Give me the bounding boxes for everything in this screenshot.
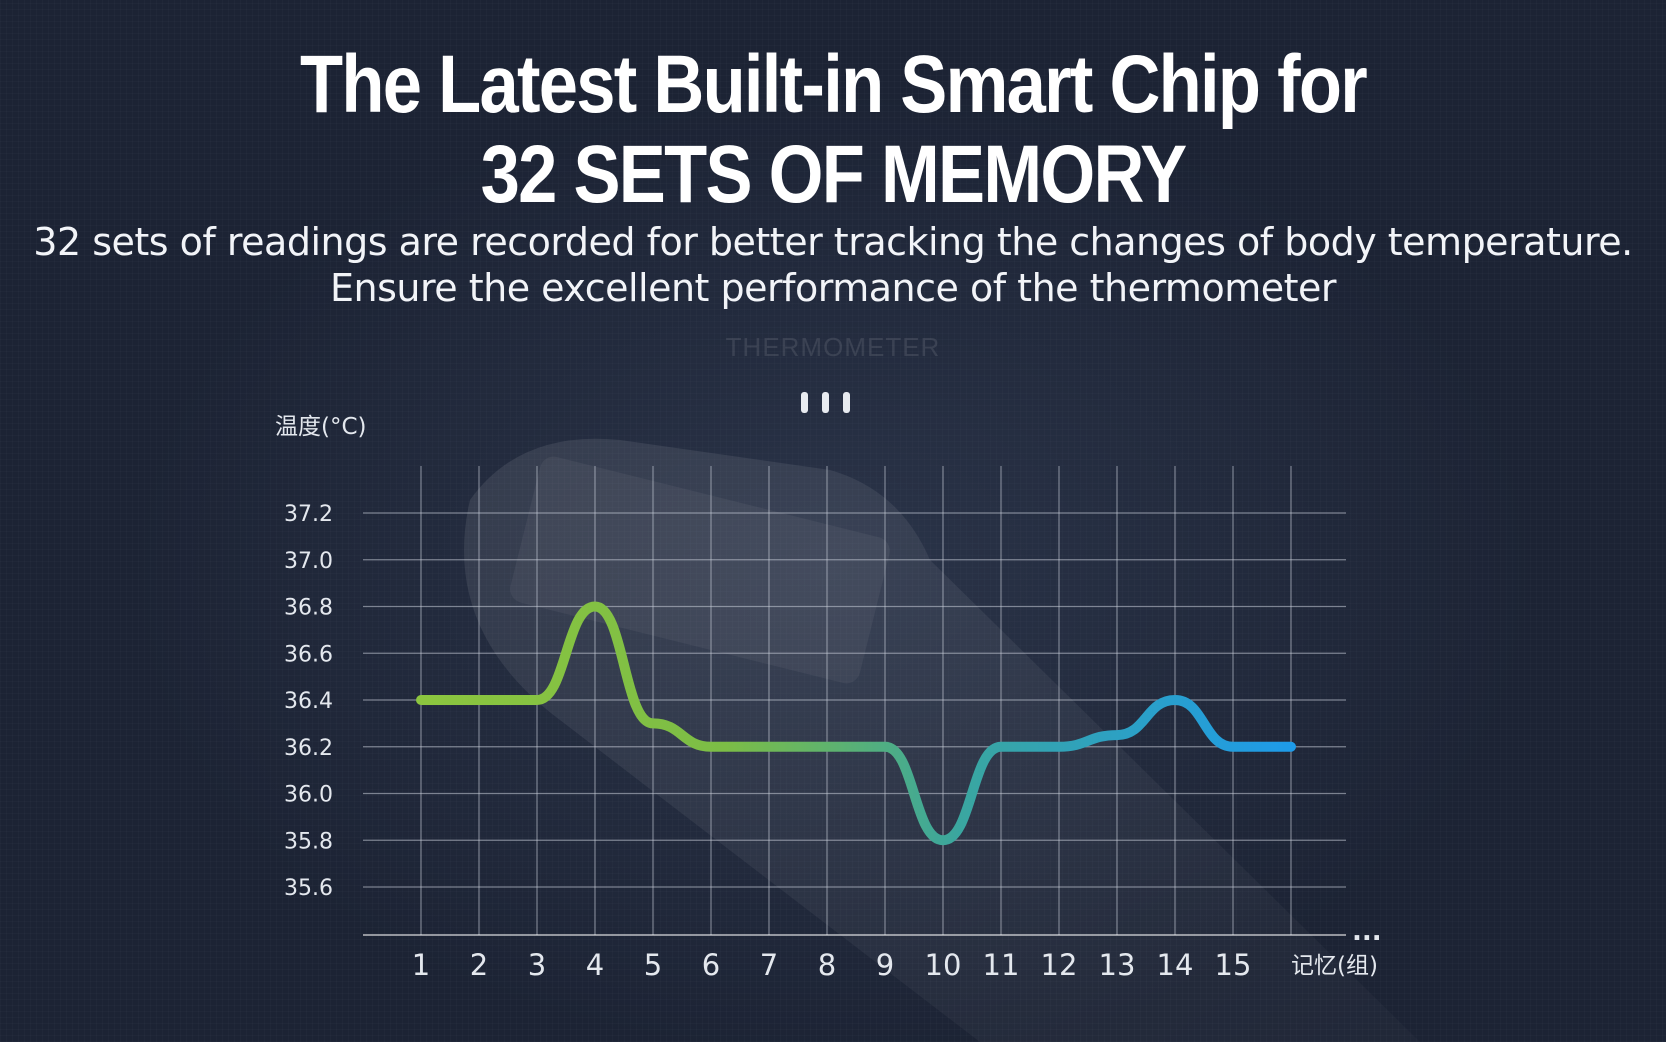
headline-line-1: The Latest Built-in Smart Chip for [300, 39, 1368, 130]
y-tick-label: 37.2 [284, 502, 333, 527]
background-watermark-text: THERMOMETER [725, 332, 941, 362]
x-tick-label: 8 [818, 948, 836, 982]
x-tick-label: 5 [644, 948, 662, 982]
y-tick-label: 36.6 [284, 642, 333, 667]
temperature-series-line [416, 601, 1296, 846]
x-tick-label: 14 [1157, 948, 1194, 982]
y-tick-label: 35.8 [284, 829, 333, 854]
x-tick-label: 10 [925, 948, 962, 982]
x-tick-label: 9 [876, 948, 894, 982]
x-tick-label: 13 [1099, 948, 1136, 982]
x-tick-label: 7 [760, 948, 778, 982]
x-tick-label: 3 [528, 948, 546, 982]
y-tick-label: 37.0 [284, 549, 333, 574]
x-tick-label: 12 [1041, 948, 1078, 982]
chart-tick-labels: 37.237.036.836.636.436.236.035.835.61 2 3 4… [284, 502, 1251, 982]
x-tick-label: 15 [1215, 948, 1252, 982]
y-tick-label: 36.8 [284, 596, 333, 621]
headline-line-2: 32 SETS OF MEMORY [480, 129, 1188, 220]
x-axis-title: 记忆(组) [1291, 953, 1378, 979]
indicator-bars-icon [801, 392, 850, 413]
y-tick-label: 36.4 [284, 689, 333, 714]
y-tick-label: 36.0 [284, 783, 333, 808]
x-tick-label: 6 [702, 948, 720, 982]
x-tick-label: 4 [586, 948, 604, 982]
subtitle-line-2: Ensure the excellent performance of the … [330, 266, 1337, 310]
y-tick-label: 36.2 [284, 736, 333, 761]
x-tick-label: 1 [412, 948, 430, 982]
x-tick-label: 2 [470, 948, 488, 982]
x-axis-overflow-marker: ... [1352, 917, 1382, 947]
x-tick-label: 11 [983, 948, 1020, 982]
subtitle-line-1: 32 sets of readings are recorded for bet… [33, 220, 1633, 264]
y-tick-label: 35.6 [284, 876, 333, 901]
y-axis-title: 温度(°C) [275, 414, 367, 440]
